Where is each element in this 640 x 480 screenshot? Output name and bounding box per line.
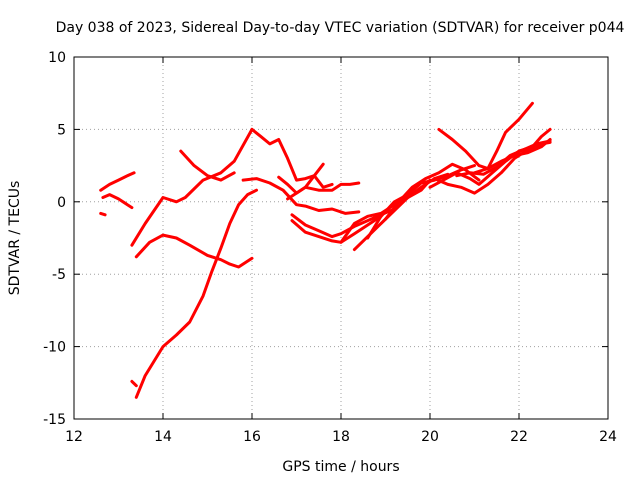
ticks: 12 14 16 18 20 22 24 10 5 0 -5 -10 -15 bbox=[43, 50, 617, 445]
x-tick-label: 24 bbox=[599, 429, 617, 445]
series-track-19 bbox=[437, 101, 534, 170]
series-track-13 bbox=[290, 214, 383, 244]
series-track-18 bbox=[384, 162, 481, 221]
series-track-23 bbox=[473, 138, 552, 175]
x-tick-label: 20 bbox=[421, 429, 439, 445]
y-tick-label: 5 bbox=[57, 122, 66, 138]
series-track-21 bbox=[433, 140, 552, 195]
series-track-12 bbox=[286, 181, 361, 201]
series-track-9 bbox=[250, 127, 334, 189]
x-axis-label: GPS time / hours bbox=[282, 459, 399, 475]
x-tick-label: 14 bbox=[154, 429, 172, 445]
x-tick-label: 16 bbox=[243, 429, 261, 445]
grid bbox=[74, 57, 608, 419]
series-track-14 bbox=[290, 207, 396, 239]
series-layer bbox=[99, 101, 552, 399]
series-track-2 bbox=[99, 211, 107, 217]
chart-title: Day 038 of 2023, Sidereal Day-to-day VTE… bbox=[56, 20, 625, 36]
series-track-5 bbox=[134, 233, 254, 269]
y-axis-label: SDTVAR / TECUs bbox=[7, 181, 23, 296]
y-tick-label: 10 bbox=[48, 50, 66, 66]
series-track-8 bbox=[179, 149, 236, 182]
series-track-7 bbox=[134, 188, 258, 399]
x-tick-label: 18 bbox=[332, 429, 350, 445]
series-track-1 bbox=[99, 171, 136, 192]
series-track-4 bbox=[130, 127, 254, 247]
y-tick-label: -15 bbox=[43, 412, 66, 428]
series-track-3 bbox=[101, 193, 134, 210]
series-track-6 bbox=[130, 379, 138, 388]
y-tick-label: -5 bbox=[52, 267, 66, 283]
y-tick-label: -10 bbox=[43, 340, 66, 356]
x-tick-label: 12 bbox=[65, 429, 83, 445]
x-tick-label: 22 bbox=[510, 429, 528, 445]
series-track-10 bbox=[241, 177, 361, 215]
y-tick-label: 0 bbox=[57, 195, 66, 211]
